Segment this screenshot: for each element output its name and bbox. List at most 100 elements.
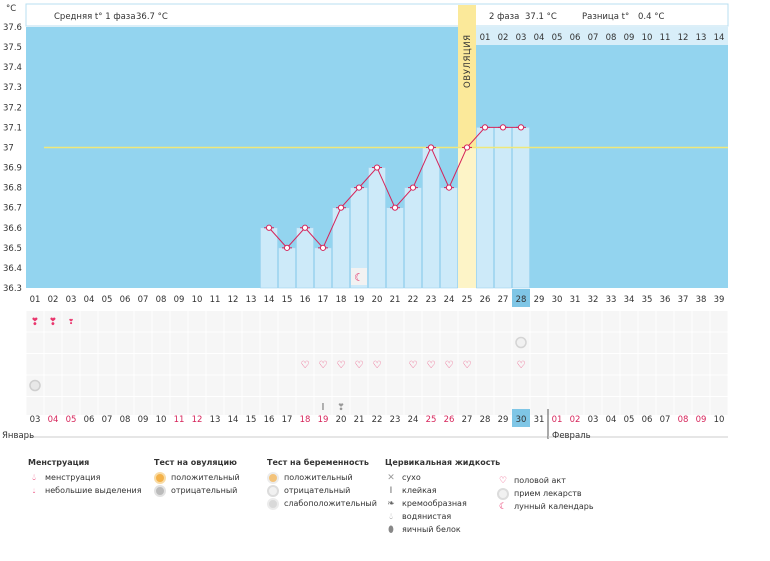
marker-cell [116, 332, 134, 353]
marker-cell [98, 311, 116, 332]
calendar-date-label: 04 [48, 415, 59, 425]
marker-cell [602, 332, 620, 353]
cervical-cell [134, 397, 152, 415]
cervical-cell [44, 397, 62, 415]
cervical-cell [80, 397, 98, 415]
pill-icon [497, 487, 509, 500]
marker-cell [278, 354, 296, 375]
calendar-date-label: 29 [498, 415, 509, 425]
calendar-date-label: 06 [642, 415, 653, 425]
marker-cell [476, 375, 494, 396]
marker-cell [26, 354, 44, 375]
marker-cell [476, 354, 494, 375]
marker-cell [26, 311, 44, 332]
marker-cell [242, 332, 260, 353]
cycle-day-label: 18 [336, 295, 347, 305]
calendar-date-label: 09 [696, 415, 707, 425]
marker-cell [458, 375, 476, 396]
marker-cell [440, 354, 458, 375]
marker-cell [98, 332, 116, 353]
calendar-date-label: 20 [336, 415, 347, 425]
marker-cell [638, 375, 656, 396]
marker-cell [296, 354, 314, 375]
marker-cell [512, 354, 530, 375]
marker-cell [26, 332, 44, 353]
temperature-point [481, 124, 489, 131]
phase2-day-label: 10 [642, 33, 653, 43]
cycle-day-label: 16 [300, 295, 311, 305]
y-tick-label: 37.1 [3, 123, 22, 133]
marker-cell [620, 375, 638, 396]
marker-cell [350, 332, 368, 353]
marker-cell [134, 375, 152, 396]
legend-watery-label: водянистая [402, 512, 452, 521]
cycle-day-label: 32 [588, 295, 599, 305]
marker-cell [242, 354, 260, 375]
marker-cell [152, 332, 170, 353]
cycle-day-label: 02 [48, 295, 59, 305]
marker-cell [458, 311, 476, 332]
marker-cell [80, 332, 98, 353]
legend-creamy-label: кремообразная [402, 499, 467, 508]
legend-ovulation-test: Тест на овуляцию положительный отрицател… [154, 458, 274, 497]
cervical-cell [278, 397, 296, 415]
cervical-cell [458, 397, 476, 415]
ovulation-label: ОВУЛЯЦИЯ [463, 34, 473, 88]
current-day-highlight [512, 289, 530, 307]
bbt-chart: Средняя t° 1 фаза 36.7 °C 2 фаза 37.1 °C Раз… [2, 3, 729, 441]
cycle-day-label: 37 [678, 295, 689, 305]
cycle-day-label: 31 [570, 295, 581, 305]
cycle-day-label: 17 [318, 295, 329, 305]
cycle-day-label: 04 [84, 295, 95, 305]
temperature-point [373, 164, 381, 171]
marker-cell [386, 311, 404, 332]
marker-cell [530, 332, 548, 353]
temperature-bar [476, 127, 494, 289]
ovulation-bar [458, 147, 476, 288]
medication-icon [515, 336, 527, 349]
diff-label: Разница t° [582, 12, 629, 22]
temperature-point [337, 204, 345, 211]
marker-cell [530, 354, 548, 375]
cervical-cell [710, 397, 728, 415]
marker-cell [350, 354, 368, 375]
marker-cell [530, 311, 548, 332]
temperature-bar [332, 207, 350, 289]
phase2-day-label: 05 [552, 33, 563, 43]
calendar-date-label: 18 [300, 415, 311, 425]
cycle-day-label: 19 [354, 295, 365, 305]
marker-cell [566, 354, 584, 375]
marker-cell [314, 311, 332, 332]
temperature-point [265, 224, 273, 231]
heart-icon: ♡ [373, 360, 382, 371]
cycle-day-label: 25 [462, 295, 473, 305]
heart-icon: ♡ [463, 360, 472, 371]
heart-icon: ♡ [445, 360, 454, 371]
marker-cell [188, 354, 206, 375]
temperature-bar [404, 187, 422, 289]
phase2-day-label: 11 [660, 33, 671, 43]
marker-cell [44, 332, 62, 353]
marker-cell [44, 375, 62, 396]
marker-cell [548, 354, 566, 375]
phase2-day-label: 14 [714, 33, 725, 43]
marker-cell [674, 332, 692, 353]
marker-cell [566, 311, 584, 332]
calendar-date-label: 17 [282, 415, 293, 425]
y-tick-label: 37.6 [3, 23, 22, 33]
cycle-day-label: 23 [426, 295, 437, 305]
y-tick-label: 37.5 [3, 43, 22, 53]
temperature-point [463, 144, 471, 151]
legend-dry-label: сухо [402, 473, 421, 482]
marker-cell [440, 311, 458, 332]
calendar-date-label: 09 [138, 415, 149, 425]
temperature-bar [314, 247, 332, 289]
temperature-bar [422, 147, 440, 289]
marker-cell [548, 332, 566, 353]
cervical-cell [530, 397, 548, 415]
marker-cell [422, 332, 440, 353]
y-tick-label: 37.3 [3, 83, 22, 93]
marker-cell [422, 375, 440, 396]
cervical-cell [206, 397, 224, 415]
marker-cell [368, 375, 386, 396]
